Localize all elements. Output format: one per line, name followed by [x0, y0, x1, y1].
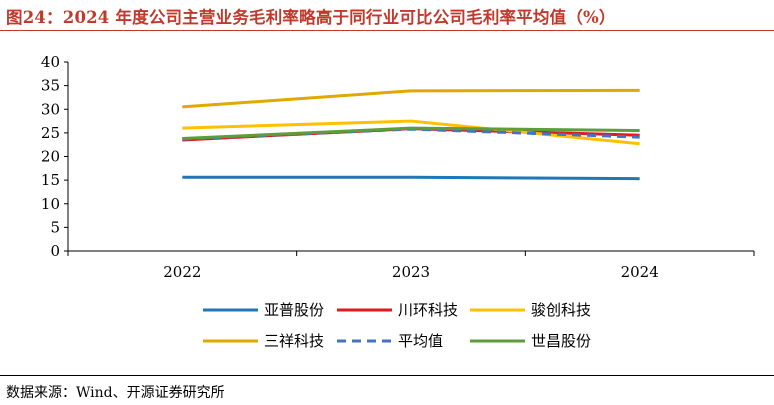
x-tick-label: 2022 — [163, 263, 201, 281]
series-lines — [182, 88, 640, 181]
data-source-note: 数据来源：Wind、开源证券研究所 — [6, 385, 225, 401]
y-tick-label: 20 — [41, 148, 60, 166]
chart-axes — [64, 61, 755, 256]
series-line — [182, 126, 640, 141]
y-tick-label: 0 — [50, 242, 60, 260]
y-tick-label: 10 — [41, 195, 60, 213]
line-chart: 0 5 10 15 20 25 30 35 40 2022 2023 2024 亚普股份 川环科技 骏创科… — [41, 53, 755, 350]
legend-label: 骏创科技 — [531, 301, 591, 319]
x-tick-label: 2024 — [621, 263, 659, 281]
legend-label: 平均值 — [398, 332, 443, 350]
series-line — [182, 88, 640, 109]
y-tick-label: 35 — [41, 77, 60, 95]
title-divider — [0, 30, 774, 31]
source-divider — [0, 375, 774, 376]
y-tick-label: 15 — [41, 171, 60, 189]
series-line — [182, 175, 640, 181]
y-tick-label: 25 — [41, 124, 60, 142]
tick-labels: 0 5 10 15 20 25 30 35 40 2022 2023 2024 — [41, 53, 659, 281]
legend-label: 世昌股份 — [531, 332, 591, 350]
legend-label: 三祥科技 — [264, 332, 324, 350]
y-tick-label: 5 — [50, 218, 60, 236]
x-tick-label: 2023 — [392, 263, 430, 281]
chart-title: 图24：2024 年度公司主营业务毛利率略高于同行业可比公司毛利率平均值（%） — [6, 8, 616, 27]
y-tick-label: 30 — [41, 100, 60, 118]
y-tick-label: 40 — [41, 53, 60, 71]
legend-label: 川环科技 — [398, 301, 458, 319]
series-line — [182, 119, 640, 146]
legend-label: 亚普股份 — [264, 301, 324, 319]
